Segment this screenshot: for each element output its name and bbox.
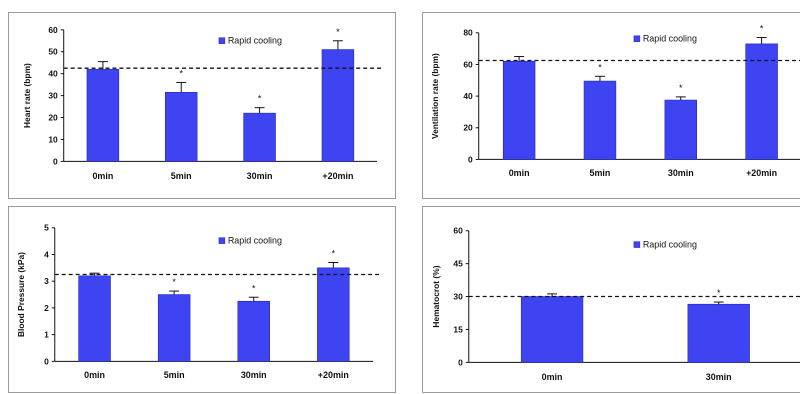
legend-swatch [218,237,226,244]
y-tick-label: 80 [463,28,473,38]
y-tick-label: 60 [463,59,473,69]
significance-marker: * [258,94,262,104]
x-category-label: 30min [247,171,273,181]
chart-svg: 0 15 30 45 60 Hematocrot (%) 0min * 30min Rapid c… [431,226,800,382]
y-tick-label: 5 [44,223,49,233]
bar [317,267,350,362]
significance-marker: * [332,249,336,259]
x-category-label: 0min [84,370,105,380]
bar [243,112,276,162]
significance-marker: * [760,24,764,34]
bar [520,296,584,363]
bar [165,92,198,162]
y-axis-title: Blood Pressure (kPa) [16,252,26,337]
significance-marker: * [252,283,256,293]
bar [78,275,111,362]
x-category-label: +20min [322,171,353,181]
heart-rate-panel: 0 10 20 30 40 50 60 Heart rate (bpm) 0min * 5min * 3… [8,12,396,199]
hematocrit-panel: 0 15 30 45 60 Hematocrot (%) 0min * 30min Rapid c… [422,206,800,393]
significance-marker: * [679,83,683,93]
legend-swatch [218,37,226,44]
y-tick-label: 45 [453,259,463,269]
x-category-label: 5min [590,168,611,178]
y-tick-label: 50 [48,47,58,57]
bar [664,99,698,160]
x-category-label: 30min [706,372,732,382]
bar [583,80,617,160]
x-category-label: +20min [318,370,349,380]
y-tick-label: 20 [463,123,473,133]
y-axis-title: Heart rate (bpm) [22,63,32,128]
bar [745,43,778,160]
x-category-label: 30min [241,370,267,380]
x-category-label: 5min [171,171,192,181]
legend-label: Rapid cooling [643,240,697,250]
significance-marker: * [598,62,602,72]
x-category-label: 0min [92,171,113,181]
y-tick-label: 20 [48,113,58,123]
y-tick-label: 40 [463,91,473,101]
blood-pressure-panel: 0 1 2 3 4 5 Blood Pressure (kPa) 0min * 5min * 30mi… [8,206,396,393]
legend-label: Rapid cooling [643,34,697,44]
chart-svg: 0 10 20 30 40 50 60 Heart rate (bpm) 0min * 5min * 3… [22,25,384,181]
y-tick-label: 10 [48,134,58,144]
bar [86,68,120,162]
x-category-label: +20min [746,168,777,178]
y-tick-label: 4 [44,249,49,259]
y-tick-label: 0 [53,156,58,166]
x-category-label: 30min [668,168,694,178]
y-tick-label: 1 [44,330,49,340]
significance-marker: * [336,27,340,37]
significance-marker: * [179,69,183,79]
bar [687,303,750,363]
legend-label: Rapid cooling [228,36,282,46]
chart-svg: 0 1 2 3 4 5 Blood Pressure (kPa) 0min * 5min * 30mi… [16,223,380,380]
legend-label: Rapid cooling [228,236,282,246]
y-tick-label: 0 [468,154,473,164]
significance-marker: * [172,277,176,287]
significance-marker: * [717,288,721,298]
x-category-label: 5min [164,370,185,380]
y-tick-label: 3 [44,276,49,286]
y-tick-label: 15 [453,324,463,334]
y-axis-title: Ventilation rate (bpm) [430,53,440,139]
y-tick-label: 40 [48,69,58,79]
y-tick-label: 0 [44,356,49,366]
bar [157,294,191,362]
ventilation-rate-panel: 0 20 40 60 80 Ventilation rate (bpm) 0min * 5min… [422,12,800,199]
y-tick-label: 2 [44,303,49,313]
legend-swatch [633,35,641,42]
y-tick-label: 60 [453,226,463,236]
y-tick-label: 30 [48,91,58,101]
legend-swatch [633,241,641,248]
bar [321,49,355,162]
bar [502,60,536,160]
cropped-caption-strip [0,0,800,8]
y-tick-label: 60 [48,25,58,35]
bar [237,300,270,362]
x-category-label: 0min [542,372,563,382]
y-tick-label: 30 [453,292,463,302]
chart-svg: 0 20 40 60 80 Ventilation rate (bpm) 0min * 5min… [430,24,800,178]
y-axis-title: Hematocrot (%) [431,265,441,327]
x-category-label: 0min [509,168,530,178]
y-tick-label: 0 [458,357,463,367]
